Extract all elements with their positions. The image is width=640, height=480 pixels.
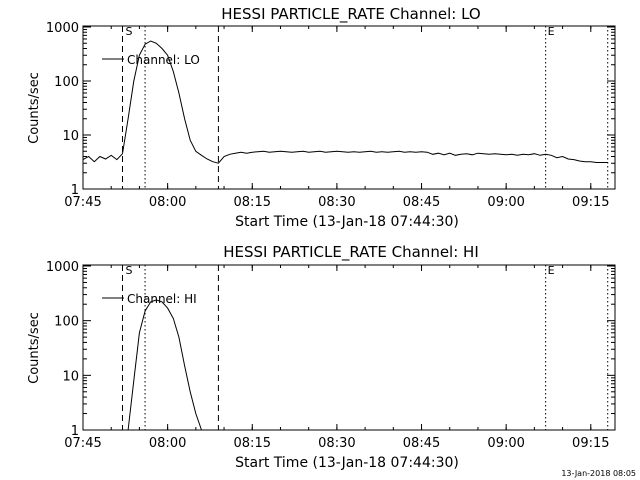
y-tick-label: 100 [54,75,79,90]
y-tick-label: 1000 [46,21,79,36]
series-line-lo [82,40,608,164]
x-axis-ticks: 07:45 08:00 08:15 08:30 08:45 09:00 09:15 [64,265,610,451]
y-axis-label: Counts/sec [27,72,42,144]
y-tick-label: 1000 [46,260,79,275]
x-tick-label: 09:00 [487,195,524,210]
y-tick-label: 10 [62,129,79,144]
x-tick-label: 09:00 [487,436,524,451]
x-axis-label: Start Time (13-Jan-18 07:44:30) [235,455,459,471]
chart-panel-lo: HESSI PARTICLE_RATE Channel: LO Counts/s… [27,5,616,230]
x-tick-label: 09:15 [572,195,609,210]
x-tick-label: 08:30 [318,195,355,210]
x-tick-label: 07:45 [64,195,101,210]
chart-title: HESSI PARTICLE_RATE Channel: HI [223,243,479,262]
plot-frame [82,264,616,431]
legend-label: Channel: LO [127,53,200,67]
x-tick-label: 07:45 [64,436,101,451]
y-axis-ticks: 1 10 100 1000 [46,260,615,439]
footer-timestamp: 13-Jan-2018 08:05 [561,469,636,478]
series-line-hi [127,299,202,431]
y-axis-ticks: 1 10 100 1000 [46,21,615,198]
chart-panel-hi: HESSI PARTICLE_RATE Channel: HI Counts/s… [27,243,616,471]
end-marker-label: E [548,25,555,38]
y-tick-label: 1 [71,424,79,439]
chart-title: HESSI PARTICLE_RATE Channel: LO [221,5,480,24]
x-axis-label: Start Time (13-Jan-18 07:44:30) [235,214,459,230]
plot-frame [82,25,616,190]
x-tick-label: 08:00 [149,436,186,451]
y-tick-label: 100 [54,315,79,330]
x-tick-label: 08:30 [318,436,355,451]
x-tick-label: 08:45 [403,195,440,210]
x-tick-label: 08:00 [149,195,186,210]
legend-label: Channel: HI [127,292,197,306]
y-axis-label: Counts/sec [27,312,42,384]
x-tick-label: 09:15 [572,436,609,451]
y-tick-label: 10 [62,369,79,384]
end-marker-label: E [548,264,555,277]
start-marker-label: S [125,25,132,38]
y-tick-label: 1 [71,183,79,198]
x-axis-ticks: 07:45 08:00 08:15 08:30 08:45 09:00 09:15 [64,26,610,210]
start-marker-label: S [125,264,132,277]
x-tick-label: 08:15 [234,436,271,451]
x-tick-label: 08:45 [403,436,440,451]
x-tick-label: 08:15 [234,195,271,210]
